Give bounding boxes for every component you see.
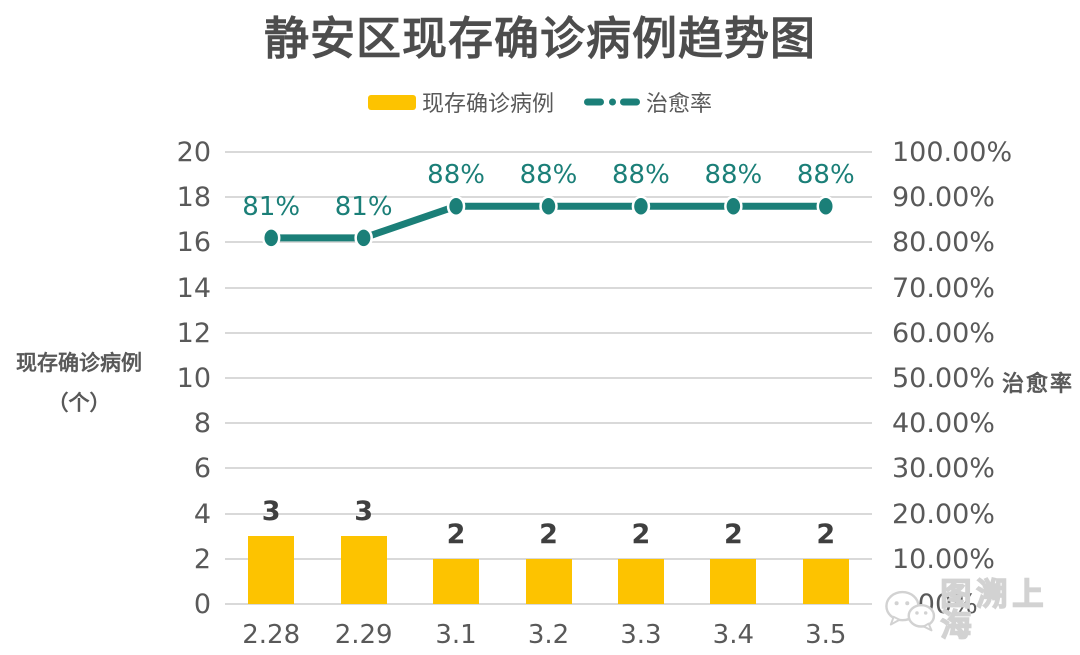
left-axis-tick-label: 20 <box>176 137 211 168</box>
x-axis-tick-label: 3.3 <box>620 620 662 650</box>
gridline <box>225 603 872 605</box>
bar-data-label: 2 <box>816 518 836 550</box>
legend-line-label: 治愈率 <box>646 92 713 117</box>
right-axis-tick-label: 100.00% <box>892 137 1013 168</box>
bar-data-label: 2 <box>723 518 743 550</box>
gridline <box>225 467 872 470</box>
left-axis-title: 现存确诊病例 （个） <box>0 344 158 424</box>
gridline <box>225 512 872 515</box>
line-data-label: 81% <box>242 191 301 222</box>
left-axis-title-line1: 现存确诊病例 <box>16 351 142 375</box>
watermark: 图溯上海 <box>884 577 1080 644</box>
bar <box>433 558 480 604</box>
x-axis-tick-label: 3.5 <box>805 620 847 650</box>
line-data-label: 88% <box>612 160 670 191</box>
bar-swatch-icon <box>367 94 416 110</box>
line-marker <box>354 227 373 249</box>
right-axis-tick-label: 70.00% <box>892 272 995 304</box>
legend: 现存确诊病例 治愈率 <box>0 86 1080 118</box>
line-data-label: 81% <box>334 191 393 222</box>
bar-data-label: 2 <box>631 518 651 550</box>
bar <box>617 558 664 604</box>
bar <box>710 558 757 604</box>
left-axis-tick-label: 4 <box>193 498 211 530</box>
line-data-label: 88% <box>519 160 578 191</box>
left-axis-tick-label: 0 <box>193 589 211 620</box>
left-axis-tick-label: 10 <box>176 363 211 394</box>
bar <box>340 536 387 604</box>
cure-rate-line <box>261 195 836 249</box>
legend-item-bar: 现存确诊病例 <box>367 86 554 118</box>
right-axis-tick-label: 80.00% <box>892 227 995 259</box>
left-axis-title-line2: （个） <box>47 390 111 415</box>
x-axis-tick-label: 3.2 <box>527 620 570 650</box>
line-data-label: 88% <box>704 160 763 191</box>
right-axis-tick-label: 40.00% <box>892 408 995 440</box>
line-marker <box>631 195 651 217</box>
watermark-text: 图溯上海 <box>940 577 1049 644</box>
x-axis-tick-label: 2.28 <box>242 620 301 650</box>
bar-data-label: 2 <box>446 518 466 550</box>
right-axis-tick-label: 60.00% <box>892 317 995 349</box>
left-axis-tick-label: 2 <box>193 543 211 575</box>
right-axis-tick-label: 90.00% <box>892 182 995 214</box>
gridline <box>225 331 872 334</box>
gridline <box>225 286 872 289</box>
right-axis-tick-label: 10.00% <box>892 543 995 575</box>
x-axis-tick-label: 2.29 <box>334 620 393 650</box>
left-axis-tick-label: 8 <box>193 408 211 440</box>
left-axis-tick-label: 12 <box>176 317 211 349</box>
line-marker <box>816 195 836 217</box>
left-axis-tick-label: 14 <box>176 272 211 304</box>
legend-bar-label: 现存确诊病例 <box>421 92 554 117</box>
left-axis-tick-label: 16 <box>176 227 211 259</box>
line-marker <box>446 195 466 217</box>
left-axis-tick-label: 6 <box>193 453 211 485</box>
line-marker <box>724 195 743 217</box>
bar <box>802 558 849 604</box>
bar-data-label: 3 <box>261 496 281 528</box>
right-axis-tick-label: 20.00% <box>892 498 995 530</box>
left-axis-tick-label: 18 <box>176 182 211 214</box>
legend-item-line: 治愈率 <box>584 86 712 118</box>
gridline <box>225 422 872 425</box>
right-axis-title: 治愈率 <box>1002 372 1075 397</box>
right-axis-tick-label: 30.00% <box>892 453 995 485</box>
bar-data-label: 3 <box>354 496 374 528</box>
gridline <box>225 377 872 379</box>
gridline <box>225 241 872 244</box>
wechat-icon <box>885 590 936 632</box>
bar <box>525 558 572 604</box>
right-axis-tick-label: 50.00% <box>892 363 995 394</box>
line-marker <box>539 195 558 217</box>
x-axis-tick-label: 3.4 <box>712 620 755 650</box>
bar-data-label: 2 <box>539 518 558 550</box>
line-marker <box>261 227 281 249</box>
gridline <box>225 151 872 153</box>
chart-title: 静安区现存确诊病例趋势图 <box>263 12 816 65</box>
line-data-label: 88% <box>427 160 485 191</box>
line-data-label: 88% <box>796 160 855 191</box>
bar <box>248 536 295 604</box>
x-axis-tick-label: 3.1 <box>435 620 477 650</box>
dash-dot-line-swatch-icon <box>584 98 640 106</box>
